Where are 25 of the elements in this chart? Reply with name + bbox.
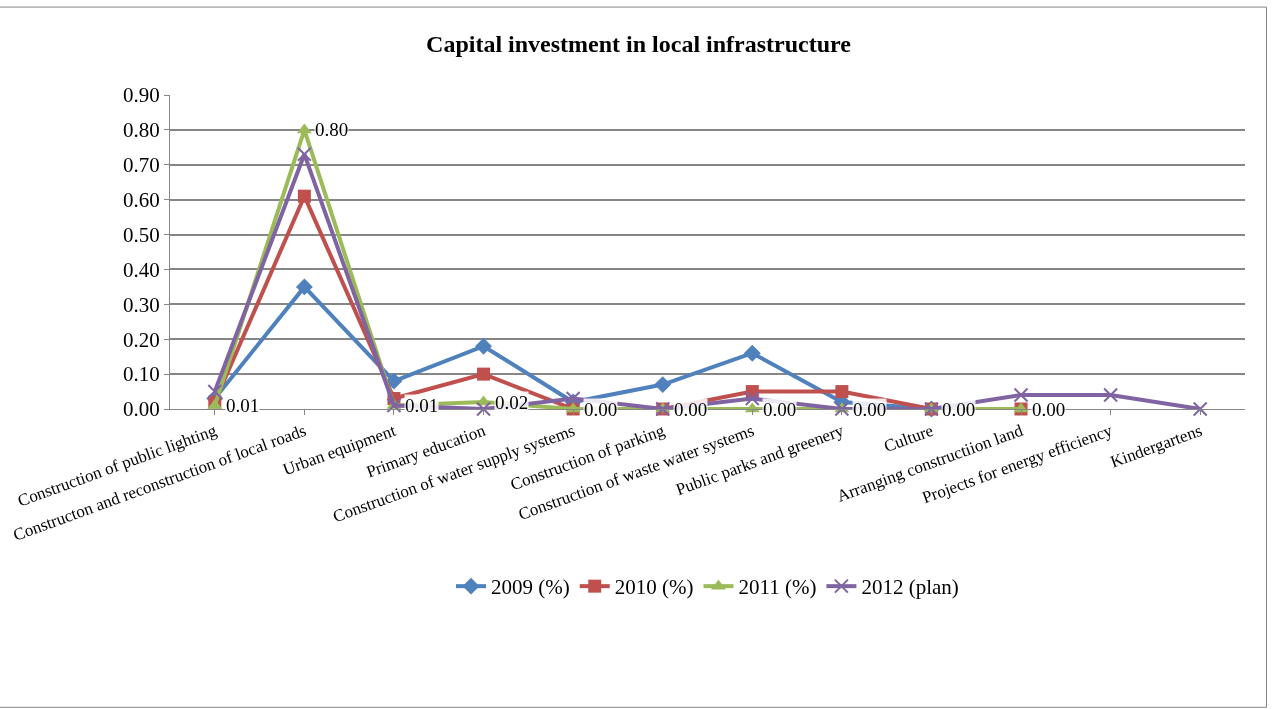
y-tick-label: 0.10 <box>123 362 160 387</box>
legend-label: 2011 (%) <box>738 575 817 600</box>
data-label: 0.02 <box>495 392 529 413</box>
y-tick-label: 0.60 <box>123 188 160 213</box>
y-tick-label: 0.70 <box>123 153 160 178</box>
data-label: 0.01 <box>226 395 260 416</box>
data-label: 0.01 <box>405 395 439 416</box>
y-tick-label: 0.90 <box>123 83 160 108</box>
y-tick-label: 0.30 <box>123 292 160 317</box>
data-label: 0.80 <box>315 119 349 140</box>
y-tick-label: 0.40 <box>123 257 160 282</box>
legend-label: 2009 (%) <box>491 575 570 600</box>
y-tick-label: 0.00 <box>123 397 160 422</box>
data-label: 0.00 <box>1032 399 1066 420</box>
data-label: 0.00 <box>942 399 976 420</box>
y-tick-label: 0.50 <box>123 222 160 247</box>
legend-label: 2012 (plan) <box>861 575 959 600</box>
data-label: 0.00 <box>674 399 708 420</box>
chart-title: Capital investment in local infrastructure <box>426 31 852 58</box>
legend-label: 2010 (%) <box>614 575 694 600</box>
y-tick-label: 0.80 <box>123 118 160 143</box>
data-label: 0.00 <box>584 399 618 420</box>
data-label: 0.00 <box>763 399 797 420</box>
data-label: 0.00 <box>853 399 887 420</box>
y-tick-label: 0.20 <box>123 327 160 352</box>
